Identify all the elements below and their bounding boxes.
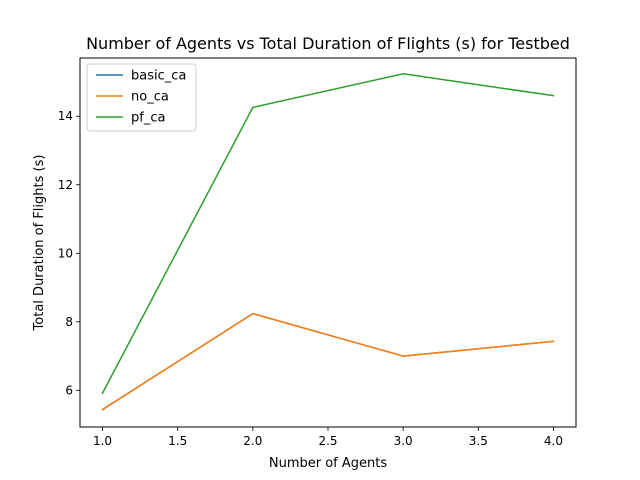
y-tick-label: 6 (65, 383, 73, 397)
y-tick-label: 8 (65, 315, 73, 329)
x-tick-label: 3.5 (469, 434, 488, 448)
x-tick-label: 2.0 (243, 434, 262, 448)
legend-label-basic_ca: basic_ca (131, 69, 186, 84)
legend-label-pf_ca: pf_ca (131, 111, 165, 126)
x-tick-label: 1.5 (168, 434, 187, 448)
x-axis-ticks: 1.0 1.5 2.0 2.5 3.0 3.5 4.0 (93, 427, 563, 448)
legend-items: basic_ca no_ca pf_ca (96, 69, 186, 126)
y-tick-label: 12 (58, 178, 73, 192)
legend-label-no_ca: no_ca (131, 90, 169, 105)
chart-title: Number of Agents vs Total Duration of Fl… (86, 34, 570, 53)
y-tick-label: 10 (58, 246, 73, 260)
legend-box (86, 63, 197, 132)
x-tick-label: 2.5 (318, 434, 337, 448)
legend: basic_ca no_ca pf_ca (86, 63, 197, 132)
x-tick-label: 4.0 (544, 434, 563, 448)
y-axis-ticks: 6 8 10 12 14 (58, 109, 80, 397)
x-tick-label: 1.0 (93, 434, 112, 448)
y-axis-label: Total Duration of Flights (s) (32, 155, 47, 332)
x-tick-label: 3.0 (394, 434, 413, 448)
x-axis-label: Number of Agents (269, 456, 387, 471)
series-layer (101, 73, 555, 411)
series-line-pf_ca (101, 73, 555, 395)
series-line-no_ca (101, 312, 555, 411)
y-tick-label: 14 (58, 109, 73, 123)
